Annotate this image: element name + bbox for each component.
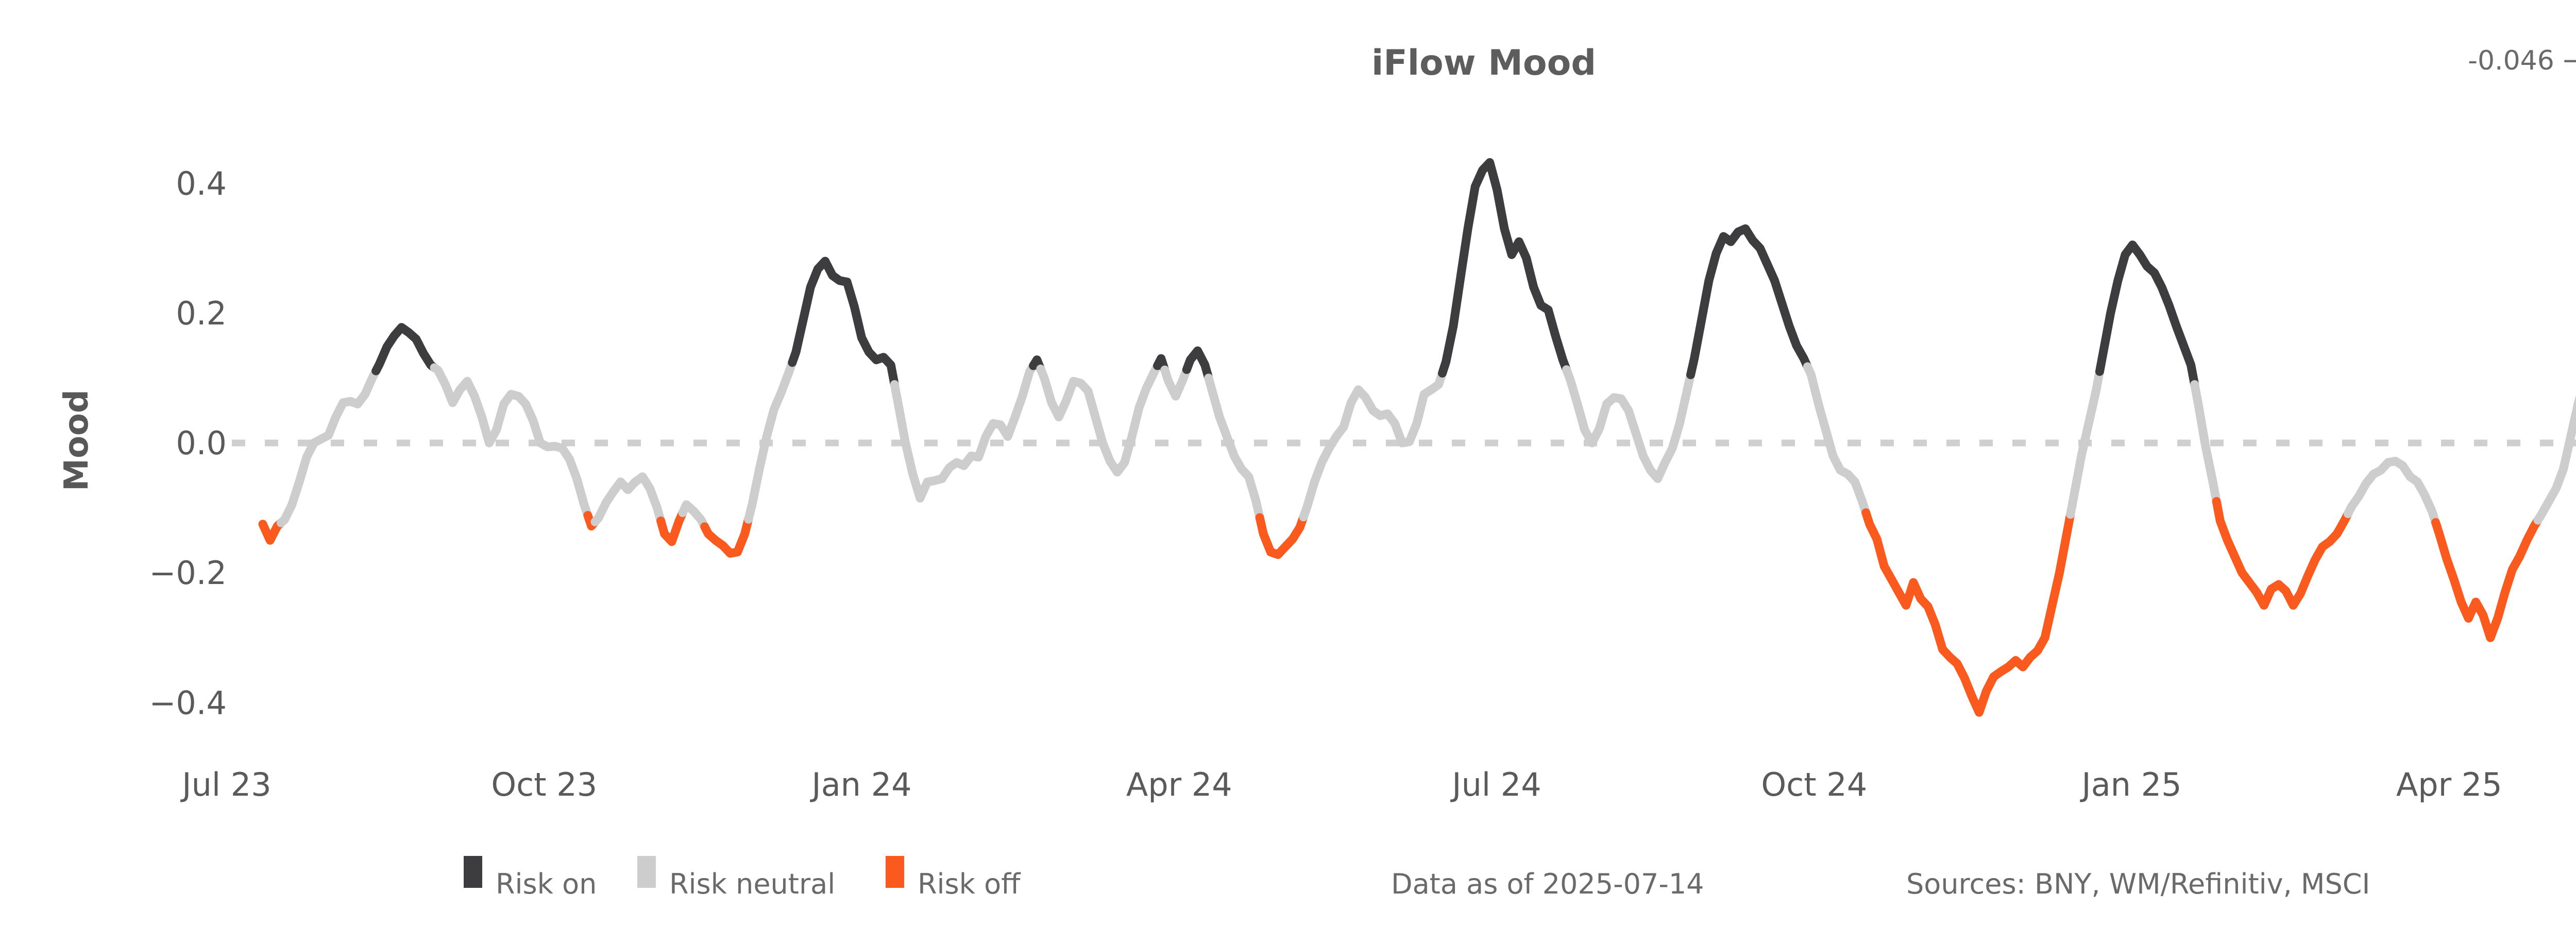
mood-line-segment xyxy=(2431,516,2543,642)
mood-line-segment xyxy=(2533,394,2576,525)
chart-legend: Risk on Risk neutral Risk off xyxy=(464,856,1021,900)
y-tick-label: 0.4 xyxy=(176,165,227,202)
mood-line-segment xyxy=(2190,380,2221,506)
mood-line-segment xyxy=(678,500,709,531)
mood-line-segment xyxy=(276,366,381,527)
current-reading-annotation: -0.046 → risk neutral xyxy=(2468,45,2576,76)
x-tick-label: Jan 24 xyxy=(809,766,911,803)
legend-label[interactable]: Risk neutral xyxy=(669,868,835,900)
legend-label[interactable]: Risk off xyxy=(918,868,1021,900)
mood-line-segment xyxy=(1861,508,2075,717)
mood-line-segment xyxy=(2066,367,2104,519)
mood-line-segment xyxy=(1686,224,1812,380)
mood-line-segment xyxy=(1562,365,1695,483)
mood-line-segment xyxy=(2095,241,2199,389)
y-tick-label: −0.2 xyxy=(149,554,227,592)
mood-line-segment xyxy=(1299,369,1447,522)
mood-line-segment xyxy=(1160,365,1191,401)
mood-line-segment xyxy=(1204,373,1264,522)
x-tick-label: Oct 23 xyxy=(491,766,597,803)
mood-line-segment xyxy=(1255,512,1308,559)
mood-line-segment xyxy=(890,361,1038,503)
mood-line-series xyxy=(258,158,2576,717)
mood-line-segment xyxy=(1182,346,1213,383)
mood-line-segment xyxy=(1803,362,1871,518)
x-tick-label: Jul 24 xyxy=(1450,766,1541,803)
y-tick-label: 0.2 xyxy=(176,295,227,332)
legend-swatch[interactable] xyxy=(886,856,904,888)
mood-line-segment xyxy=(788,256,899,389)
y-axis-tick-labels: 0.4 0.2 0.0 −0.2 −0.4 xyxy=(149,165,227,722)
x-tick-label: Apr 25 xyxy=(2396,766,2502,803)
mood-line-segment xyxy=(1036,361,1162,477)
mood-line-segment xyxy=(1438,158,1571,378)
mood-line-segment xyxy=(656,508,687,546)
x-tick-label: Jan 25 xyxy=(2079,766,2181,803)
mood-line-segment xyxy=(2212,497,2352,610)
mood-line-segment xyxy=(744,358,797,524)
x-tick-label: Jul 23 xyxy=(180,766,271,803)
x-tick-label: Apr 24 xyxy=(1126,766,1232,803)
mood-line-segment xyxy=(371,323,439,375)
x-tick-label: Oct 24 xyxy=(1761,766,1867,803)
y-axis-title: Mood xyxy=(58,389,96,491)
y-tick-label: 0.0 xyxy=(176,424,227,462)
mood-line-segment xyxy=(590,472,666,526)
x-axis-tick-labels: Jul 23 Oct 23 Jan 24 Apr 24 Jul 24 Oct 24 Jan … xyxy=(180,766,2502,803)
y-tick-label: −0.4 xyxy=(149,684,227,722)
mood-line-segment xyxy=(430,363,592,520)
data-as-of-note: Data as of 2025-07-14 xyxy=(1391,868,1704,900)
legend-swatch[interactable] xyxy=(464,856,482,888)
sources-note: Sources: BNY, WM/Refinitiv, MSCI xyxy=(1906,868,2370,900)
mood-line-segment xyxy=(700,514,753,558)
legend-label[interactable]: Risk on xyxy=(496,868,597,900)
legend-swatch[interactable] xyxy=(637,856,656,888)
page-title: iFlow Mood xyxy=(1371,43,1596,83)
mood-line-segment xyxy=(2343,456,2440,527)
